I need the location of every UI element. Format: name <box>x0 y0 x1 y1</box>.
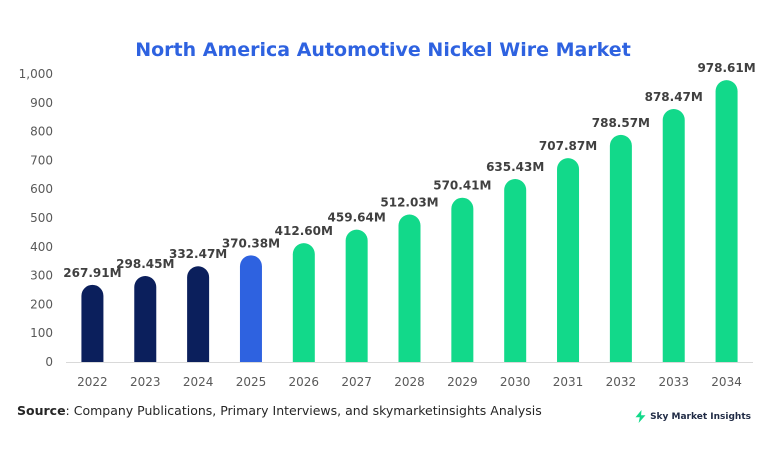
x-tick-label: 2023 <box>130 375 161 389</box>
bar-2022 <box>81 284 104 362</box>
data-label-2027: 459.64M <box>328 211 386 225</box>
x-tick-label: 2034 <box>711 375 742 389</box>
data-label-2031: 707.87M <box>539 139 597 153</box>
bar-2031 <box>557 158 580 362</box>
y-tick-label: 400 <box>30 240 53 254</box>
y-tick-label: 700 <box>30 153 53 167</box>
x-tick-label: 2022 <box>77 375 108 389</box>
x-tick-label: 2030 <box>500 375 531 389</box>
lightning-bolt-icon <box>635 410 646 423</box>
data-label-2026: 412.60M <box>275 224 333 238</box>
brand-logo: Sky Market Insights <box>635 410 751 423</box>
data-label-2030: 635.43M <box>486 160 544 174</box>
bar-2027 <box>345 229 368 362</box>
source-label: Source <box>17 403 66 418</box>
bars-group <box>81 80 738 362</box>
bar-2026 <box>292 243 315 362</box>
x-tick-label: 2031 <box>553 375 584 389</box>
y-tick-label: 900 <box>30 96 53 110</box>
chart-title: North America Automotive Nickel Wire Mar… <box>135 39 631 61</box>
x-tick-label: 2025 <box>236 375 267 389</box>
bar-2023 <box>134 276 157 362</box>
bar-2030 <box>504 178 527 362</box>
y-tick-label: 500 <box>30 211 53 225</box>
data-label-2025: 370.38M <box>222 236 280 250</box>
y-tick-label: 0 <box>45 355 53 369</box>
bar-2025 <box>239 255 262 362</box>
y-tick-label: 600 <box>30 182 53 196</box>
y-tick-label: 300 <box>30 269 53 283</box>
bar-2033 <box>662 109 685 362</box>
data-label-2034: 978.61M <box>697 61 755 75</box>
x-tick-label: 2027 <box>341 375 372 389</box>
data-label-2029: 570.41M <box>433 179 491 193</box>
y-tick-label: 800 <box>30 125 53 139</box>
bar-2032 <box>609 134 632 362</box>
data-label-2028: 512.03M <box>380 196 438 210</box>
source-text: : Company Publications, Primary Intervie… <box>65 403 542 418</box>
data-label-2032: 788.57M <box>592 116 650 130</box>
data-label-2022: 267.91M <box>63 266 121 280</box>
x-tick-label: 2032 <box>606 375 637 389</box>
bar-2028 <box>398 214 421 362</box>
bar-2034 <box>715 80 738 362</box>
brand-name: Sky Market Insights <box>650 411 751 422</box>
x-tick-label: 2028 <box>394 375 425 389</box>
data-label-2023: 298.45M <box>116 257 174 271</box>
bar-2024 <box>187 266 210 362</box>
y-axis: 0 100 200 300 400 500 600 700 800 900 1,000 <box>19 67 53 369</box>
bar-2029 <box>451 197 474 362</box>
data-labels-group: 267.91M298.45M332.47M370.38M412.60M459.6… <box>63 61 755 280</box>
x-tick-label: 2029 <box>447 375 478 389</box>
y-tick-label: 1,000 <box>19 67 53 81</box>
y-tick-label: 100 <box>30 326 53 340</box>
x-axis: 2022 2023 2024 2025 2026 2027 2028 2029 2030 2031… <box>77 375 742 389</box>
x-tick-label: 2024 <box>183 375 214 389</box>
y-tick-label: 200 <box>30 297 53 311</box>
x-tick-label: 2033 <box>658 375 689 389</box>
x-tick-label: 2026 <box>289 375 320 389</box>
data-label-2024: 332.47M <box>169 247 227 261</box>
data-label-2033: 878.47M <box>645 90 703 104</box>
source-note: Source: Company Publications, Primary In… <box>17 403 542 418</box>
